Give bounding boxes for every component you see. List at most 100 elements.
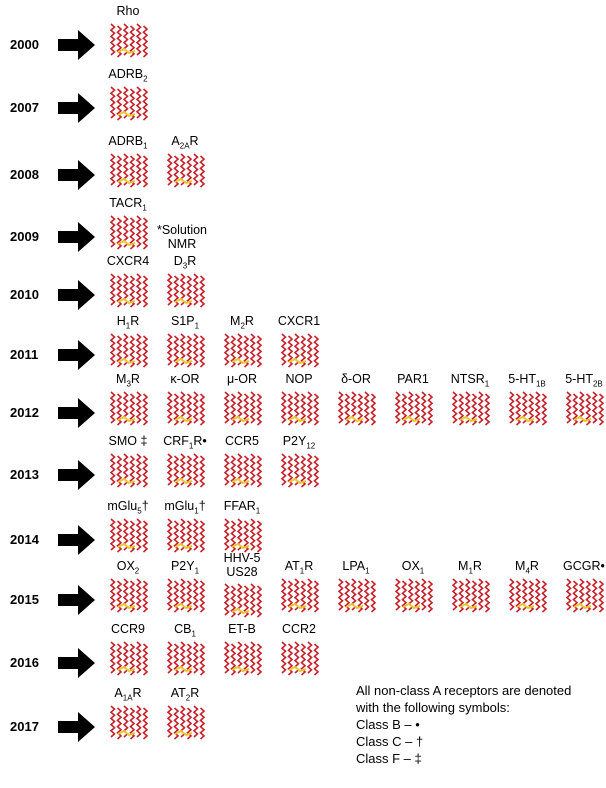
receptor-label: μ-OR (202, 372, 282, 386)
year-label: 2017 (10, 719, 39, 734)
receptor-label: NOP (259, 372, 339, 386)
receptor-label: AT2R (145, 686, 225, 703)
protein-structure (109, 273, 149, 308)
protein-structure (109, 333, 149, 368)
helix (135, 333, 142, 366)
ligand (459, 415, 478, 423)
helix (256, 643, 263, 676)
helix (166, 391, 173, 424)
receptor-label: SMO ‡ (88, 434, 168, 448)
label-text: LPA (342, 559, 366, 573)
protein-structure (394, 578, 434, 613)
helix (591, 578, 598, 611)
arrow-shape (58, 222, 95, 252)
arrow (58, 648, 95, 678)
ligand (117, 665, 136, 673)
helix (199, 580, 206, 613)
label-text: HHV-5 (223, 551, 261, 565)
label-text: † (141, 499, 149, 513)
receptor-label: FFAR1 (202, 499, 282, 516)
helix (541, 580, 548, 613)
label-text: M (230, 314, 241, 328)
label-text: R (244, 314, 254, 328)
protein-structure (166, 391, 206, 426)
protein-structure (166, 641, 206, 676)
protein-structure (166, 273, 206, 308)
ligand (117, 47, 136, 55)
helix (249, 641, 256, 674)
legend-line: Class F – ‡ (356, 751, 422, 766)
ligand (117, 297, 136, 305)
helix (223, 518, 230, 551)
ligand (117, 415, 136, 423)
helix (192, 153, 199, 186)
label-subscript: 1 (419, 566, 425, 576)
helix (534, 578, 541, 611)
helix (142, 707, 149, 740)
protein-structure (109, 86, 149, 121)
label-text: TACR (109, 196, 143, 210)
label-text: NTSR (450, 372, 485, 386)
receptor-label: Rho (88, 4, 168, 18)
note: NMR (167, 237, 197, 251)
legend-line: All non-class A receptors are denoted (356, 683, 572, 698)
receptor-label: M3R (88, 372, 168, 389)
helix (192, 705, 199, 738)
helix (199, 275, 206, 308)
protein-structure (565, 578, 605, 613)
helix (109, 518, 116, 551)
label-text: R (304, 559, 314, 573)
helix (166, 453, 173, 486)
receptor-label: P2Y1 (145, 559, 225, 576)
ligand (231, 357, 250, 365)
protein-structure (109, 641, 149, 676)
helix (135, 215, 142, 248)
year-label: 2016 (10, 655, 39, 670)
label-text: CB (174, 622, 192, 636)
helix (142, 275, 149, 308)
helix (142, 335, 149, 368)
ligand (117, 602, 136, 610)
label-subscript: 1A (122, 693, 133, 703)
helix (256, 585, 263, 618)
helix (199, 155, 206, 188)
helix (420, 391, 427, 424)
label-text: CXCR1 (277, 314, 321, 328)
protein-structure (280, 391, 320, 426)
label-text: OX (401, 559, 420, 573)
receptor-label: HHV-5 (202, 551, 282, 565)
helix (192, 578, 199, 611)
helix (280, 453, 287, 486)
helix (249, 453, 256, 486)
helix (508, 391, 515, 424)
label-subscript: 1B (535, 379, 546, 389)
helix (199, 520, 206, 553)
helix (135, 153, 142, 186)
arrow-shape (58, 93, 95, 123)
protein-structure (280, 578, 320, 613)
label-text: 5-HT (565, 372, 593, 386)
helix (363, 391, 370, 424)
protein-structure (166, 453, 206, 488)
ligand (174, 177, 193, 185)
helix (142, 580, 149, 613)
helix (508, 578, 515, 611)
label-text: mGlu (164, 499, 195, 513)
label-text: mGlu (107, 499, 138, 513)
label-text: P2Y (170, 559, 195, 573)
receptor-label: OX1 (373, 559, 453, 576)
helix (109, 641, 116, 674)
helix (306, 641, 313, 674)
helix (142, 393, 149, 426)
receptor-label: 5-HT2B (544, 372, 606, 389)
receptor-label: M1R (430, 559, 510, 576)
label-subscript: 2 (134, 566, 140, 576)
note: *Solution (156, 223, 208, 237)
ligand (231, 665, 250, 673)
label-subscript: 2 (185, 693, 191, 703)
helix (109, 153, 116, 186)
label-subscript: 1 (188, 441, 194, 451)
ligand (288, 602, 307, 610)
arrow (58, 712, 95, 742)
protein-structure (109, 153, 149, 188)
